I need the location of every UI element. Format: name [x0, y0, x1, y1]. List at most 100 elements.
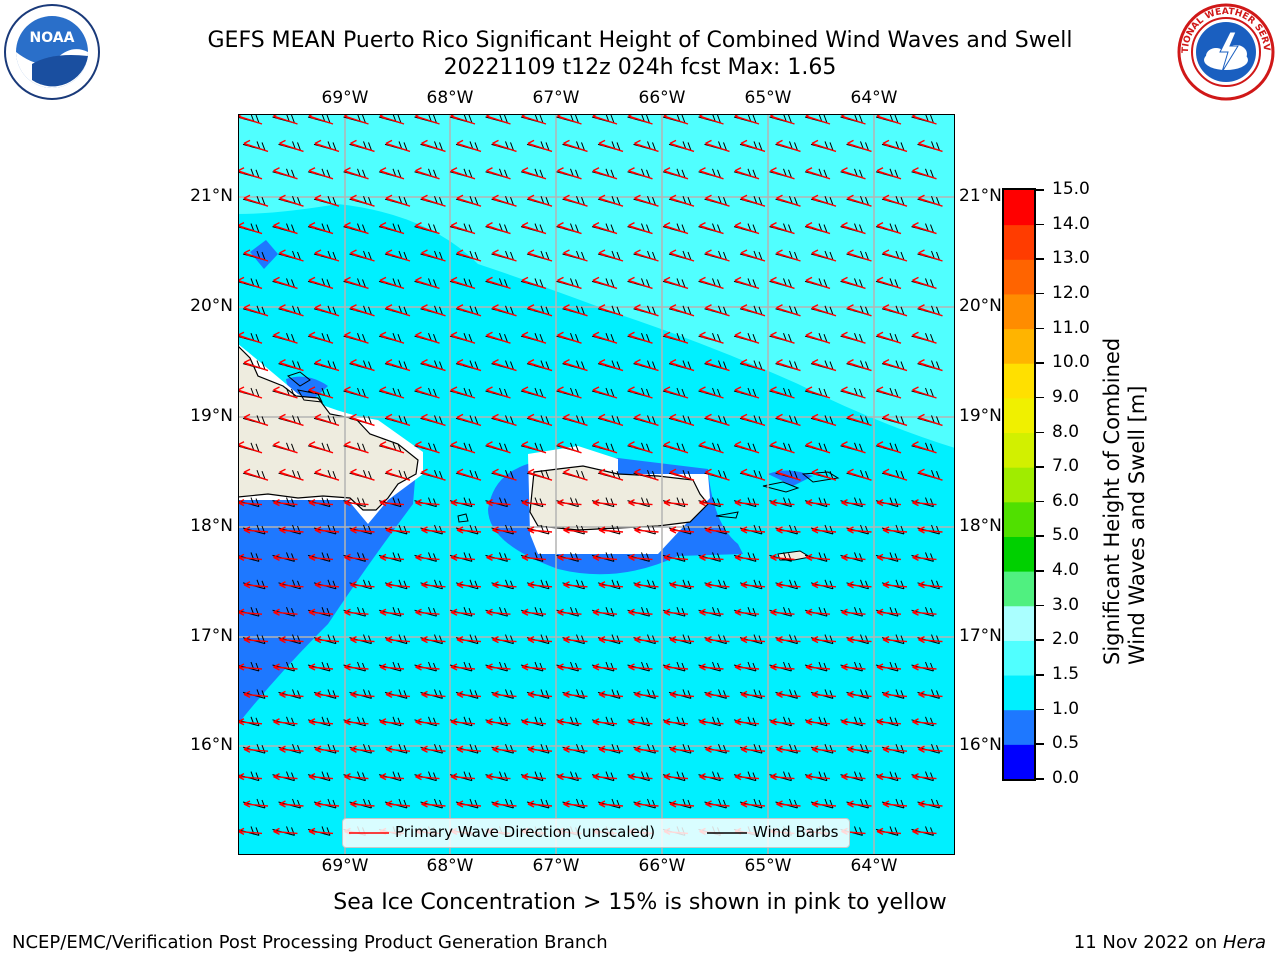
- wave-direction-legend-label: Primary Wave Direction (unscaled): [395, 823, 656, 841]
- wave-direction-arrow: [521, 553, 547, 562]
- vector-glyph: [307, 441, 334, 454]
- vector-glyph: [704, 358, 730, 372]
- vector-glyph: [662, 276, 689, 290]
- longitude-label: 67°W: [532, 88, 580, 108]
- chart-subtitle: 20221109 t12z 024h fcst Max: 1.65: [443, 55, 837, 80]
- branch-credit: NCEP/EMC/Verification Post Processing Pr…: [12, 932, 608, 953]
- wave-direction-arrow: [811, 249, 837, 262]
- vector-glyph: [491, 413, 517, 427]
- vector-glyph: [633, 634, 659, 645]
- vector-glyph: [846, 468, 872, 481]
- wave-direction-arrow: [628, 167, 653, 180]
- wave-direction-arrow: [634, 635, 659, 644]
- wave-direction-arrow: [770, 331, 795, 344]
- wave-direction-arrow: [385, 581, 411, 589]
- vector-glyph: [526, 634, 553, 645]
- wave-direction-arrow: [592, 772, 618, 781]
- vector-glyph: [804, 221, 831, 235]
- wave-direction-arrow: [876, 441, 902, 454]
- vector-glyph: [881, 249, 908, 262]
- wave-direction-arrow: [776, 304, 801, 317]
- wave-direction-arrow: [243, 358, 269, 372]
- wave-direction-arrow: [770, 718, 795, 726]
- vector-glyph: [455, 744, 482, 754]
- longitude-label: 65°W: [744, 88, 792, 108]
- vector-glyph: [840, 167, 866, 180]
- wave-direction-arrow: [557, 441, 582, 454]
- wave-direction-arrow: [379, 553, 405, 562]
- wave-direction-arrow: [308, 331, 334, 344]
- vector-glyph: [775, 524, 801, 535]
- wave-direction-arrow: [598, 413, 624, 427]
- wave-direction-arrow: [492, 690, 517, 699]
- latitude-label: 20°N: [959, 296, 1002, 316]
- vector-glyph: [917, 798, 943, 809]
- vector-glyph: [378, 386, 405, 399]
- vector-glyph: [591, 331, 618, 344]
- longitude-label: 67°W: [532, 856, 580, 876]
- vector-glyph: [343, 386, 369, 399]
- vector-glyph: [591, 386, 618, 399]
- vector-glyph: [313, 798, 340, 809]
- wave-direction-arrow: [699, 608, 724, 616]
- vector-glyph: [668, 579, 695, 590]
- vector-glyph: [668, 413, 695, 427]
- wave-direction-arrow: [882, 635, 908, 644]
- vector-glyph: [278, 194, 304, 207]
- wave-direction-arrow: [379, 718, 405, 726]
- wave-direction-arrow: [847, 635, 872, 644]
- vector-glyph: [485, 497, 511, 508]
- vector-glyph: [378, 661, 405, 672]
- colorbar-tick-label: 1.0: [1052, 698, 1080, 719]
- puerto-rico-land: [529, 465, 709, 531]
- vector-field: [238, 114, 943, 836]
- wave-direction-arrow: [308, 663, 334, 671]
- wave-direction-arrow: [663, 772, 689, 781]
- wave-direction-arrow: [350, 800, 375, 808]
- vector-glyph: [810, 524, 837, 535]
- wave-direction-arrow: [699, 331, 724, 344]
- wave-direction-arrow: [811, 635, 837, 644]
- wave-direction-arrow: [699, 221, 724, 235]
- noaa-logo-text: NOAA: [30, 30, 75, 46]
- wave-direction-arrow: [350, 526, 375, 534]
- wave-direction-arrow: [279, 635, 304, 644]
- wave-direction-arrow: [492, 745, 517, 753]
- vector-glyph: [627, 716, 653, 727]
- wave-direction-arrow: [740, 745, 766, 753]
- vector-glyph: [526, 579, 553, 590]
- colorbar-segment: [1004, 571, 1034, 607]
- colorbar-tick-mark: [1036, 778, 1044, 780]
- colorbar-title-line2: Wind Waves and Swell [m]: [1125, 385, 1149, 665]
- latitude-label: 19°N: [190, 406, 233, 426]
- vector-glyph: [875, 386, 902, 399]
- vector-glyph: [662, 386, 689, 399]
- vector-glyph: [278, 139, 304, 153]
- wave-direction-arrow: [421, 358, 446, 372]
- colorbar-segment: [1004, 675, 1034, 711]
- vector-glyph: [307, 826, 334, 836]
- vector-glyph: [278, 579, 304, 590]
- vector-glyph: [520, 607, 547, 617]
- vector-glyph: [562, 358, 588, 372]
- run-machine: Hera: [1222, 932, 1266, 953]
- wave-direction-arrow: [734, 441, 760, 454]
- vector-glyph: [485, 386, 511, 399]
- vector-glyph: [307, 276, 334, 290]
- vector-glyph: [881, 358, 908, 372]
- vector-glyph: [775, 634, 801, 645]
- vector-glyph: [313, 579, 340, 590]
- vector-glyph: [556, 114, 582, 125]
- vector-glyph: [668, 468, 695, 481]
- vector-glyph: [662, 221, 689, 235]
- wave-direction-arrow: [669, 690, 695, 699]
- vector-glyph: [420, 194, 446, 207]
- vector-glyph: [668, 689, 695, 699]
- vector-glyph: [384, 689, 411, 699]
- vector-glyph: [420, 744, 446, 754]
- wave-direction-arrow: [669, 745, 695, 753]
- vector-glyph: [526, 524, 553, 535]
- vector-glyph: [307, 497, 334, 508]
- wave-direction-arrow: [876, 608, 902, 616]
- vector-glyph: [704, 798, 730, 809]
